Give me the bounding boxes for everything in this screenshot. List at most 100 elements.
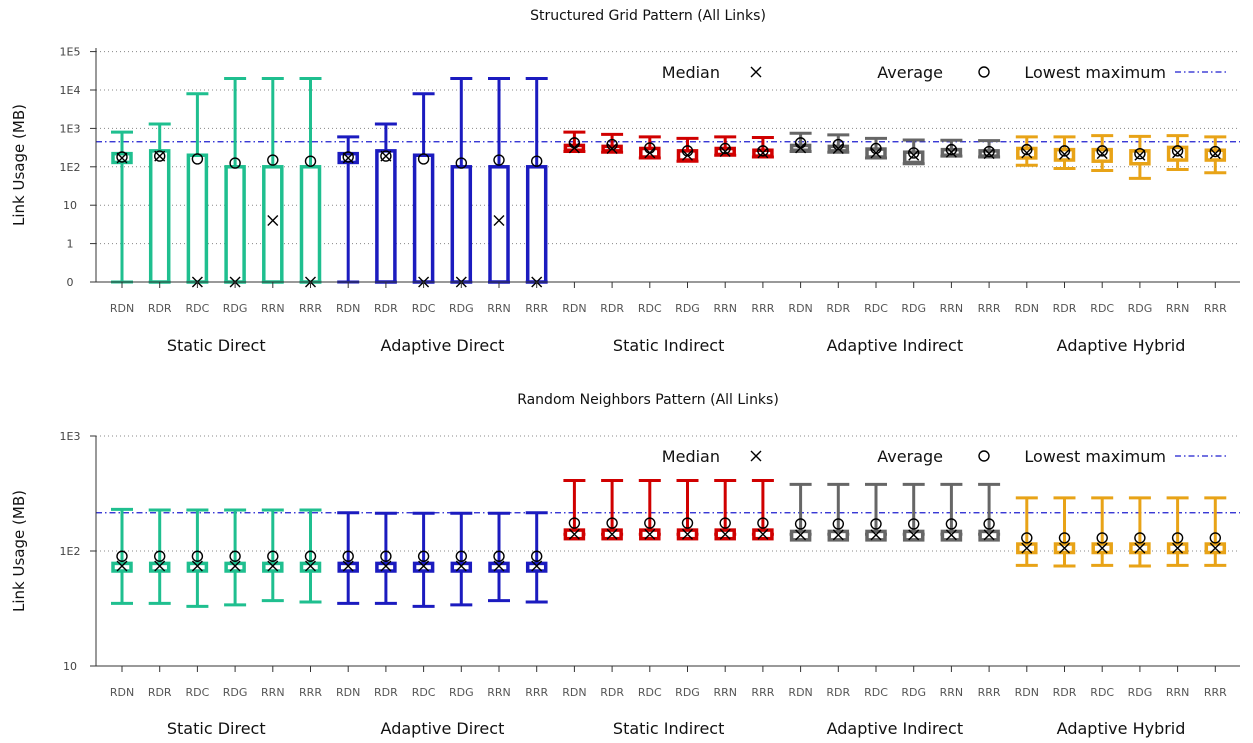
average-marker — [870, 518, 882, 530]
x-tick-label: RRR — [299, 302, 322, 315]
x-tick-label: RDC — [186, 686, 210, 699]
group-label: Static Indirect — [613, 719, 724, 738]
x-tick-label: RDN — [1015, 686, 1039, 699]
average-marker — [1058, 532, 1071, 544]
average-marker — [267, 550, 279, 562]
median-marker — [305, 560, 316, 572]
group-label: Adaptive Hybrid — [1057, 336, 1186, 355]
average-marker — [870, 142, 882, 155]
x-tick-label: RDR — [826, 686, 850, 699]
box — [148, 561, 171, 573]
box — [299, 561, 322, 573]
legend-average-label: Average — [877, 63, 943, 82]
x-tick-label: RDC — [186, 302, 210, 315]
average-marker — [267, 154, 279, 166]
x-tick-label: RDR — [374, 686, 398, 699]
average-marker — [908, 147, 920, 159]
average-marker — [229, 550, 241, 562]
legend-average-marker — [978, 450, 990, 462]
x-tick-label: RDC — [1090, 686, 1114, 699]
median-marker — [945, 529, 957, 541]
average-marker — [757, 145, 769, 157]
x-tick-label: RDC — [864, 302, 888, 315]
average-marker — [644, 517, 656, 529]
y-tick-label: 10 — [63, 660, 77, 673]
median-marker — [418, 560, 430, 572]
average-marker — [945, 518, 958, 530]
x-tick-label: RDG — [1128, 686, 1153, 699]
chart-title: Random Neighbors Pattern (All Links) — [517, 392, 779, 408]
x-tick-label: RDG — [449, 686, 474, 699]
box — [299, 165, 322, 284]
average-marker — [1171, 145, 1184, 157]
average-marker — [342, 151, 354, 163]
average-marker — [1209, 532, 1222, 544]
legend-median-label: Median — [662, 63, 720, 82]
x-tick-label: RRN — [940, 686, 964, 699]
average-marker — [794, 518, 807, 530]
median-marker — [682, 528, 693, 540]
median-marker — [1209, 542, 1221, 554]
median-marker — [1134, 149, 1146, 161]
x-tick-label: RDN — [336, 686, 360, 699]
x-tick-label: RDG — [675, 302, 700, 315]
box — [450, 561, 473, 573]
median-marker — [493, 214, 505, 226]
average-marker — [606, 138, 618, 151]
x-tick-label: RRR — [978, 302, 1001, 315]
legend-lowest-max-label: Lowest maximum — [1024, 63, 1166, 82]
x-tick-label: RDG — [449, 302, 474, 315]
box — [148, 149, 171, 284]
median-marker — [1209, 148, 1221, 160]
legend-average-label: Average — [877, 447, 943, 466]
chart-title: Structured Grid Pattern (All Links) — [530, 8, 766, 24]
y-axis-label: Link Usage (MB) — [10, 104, 28, 226]
median-marker — [644, 528, 656, 540]
x-tick-label: RDC — [412, 302, 436, 315]
x-tick-label: RDR — [374, 302, 398, 315]
x-tick-label: RDC — [638, 302, 662, 315]
median-marker — [1096, 148, 1108, 160]
average-marker — [983, 145, 995, 158]
x-tick-label: RDN — [110, 686, 134, 699]
group-label: Adaptive Indirect — [827, 336, 964, 355]
x-tick-label: RDN — [336, 302, 360, 315]
x-tick-label: RDG — [223, 302, 248, 315]
average-marker — [1096, 532, 1108, 544]
box — [1129, 149, 1151, 166]
x-tick-label: RRN — [487, 302, 511, 315]
x-tick-label: RDN — [788, 686, 812, 699]
median-marker — [531, 560, 543, 572]
box — [224, 165, 246, 284]
median-marker — [1134, 542, 1146, 554]
average-marker — [493, 154, 505, 166]
x-tick-label: RDR — [826, 302, 850, 315]
box — [262, 165, 284, 284]
box — [111, 561, 133, 573]
average-marker — [644, 142, 656, 154]
x-tick-label: RDR — [148, 686, 172, 699]
average-marker — [1021, 143, 1033, 156]
x-tick-label: RDR — [600, 686, 624, 699]
x-tick-label: RRN — [940, 302, 964, 315]
average-marker — [983, 518, 995, 530]
average-marker — [531, 550, 543, 562]
median-marker — [493, 560, 505, 572]
y-tick-label: 10 — [63, 199, 77, 212]
box — [412, 561, 435, 573]
y-tick-label: 1 — [67, 238, 74, 251]
group-label: Adaptive Indirect — [827, 719, 964, 738]
box — [525, 561, 548, 573]
median-marker — [832, 142, 844, 154]
y-tick-label: 1E4 — [60, 84, 81, 97]
average-marker — [681, 145, 694, 157]
x-tick-label: RDN — [562, 302, 586, 315]
x-tick-label: RDN — [788, 302, 812, 315]
median-marker — [1059, 542, 1070, 554]
average-marker — [304, 550, 317, 562]
x-tick-label: RDG — [901, 686, 926, 699]
average-marker — [342, 550, 354, 562]
x-tick-label: RDC — [638, 686, 662, 699]
legend-median-label: Median — [662, 447, 720, 466]
median-marker — [229, 560, 241, 572]
